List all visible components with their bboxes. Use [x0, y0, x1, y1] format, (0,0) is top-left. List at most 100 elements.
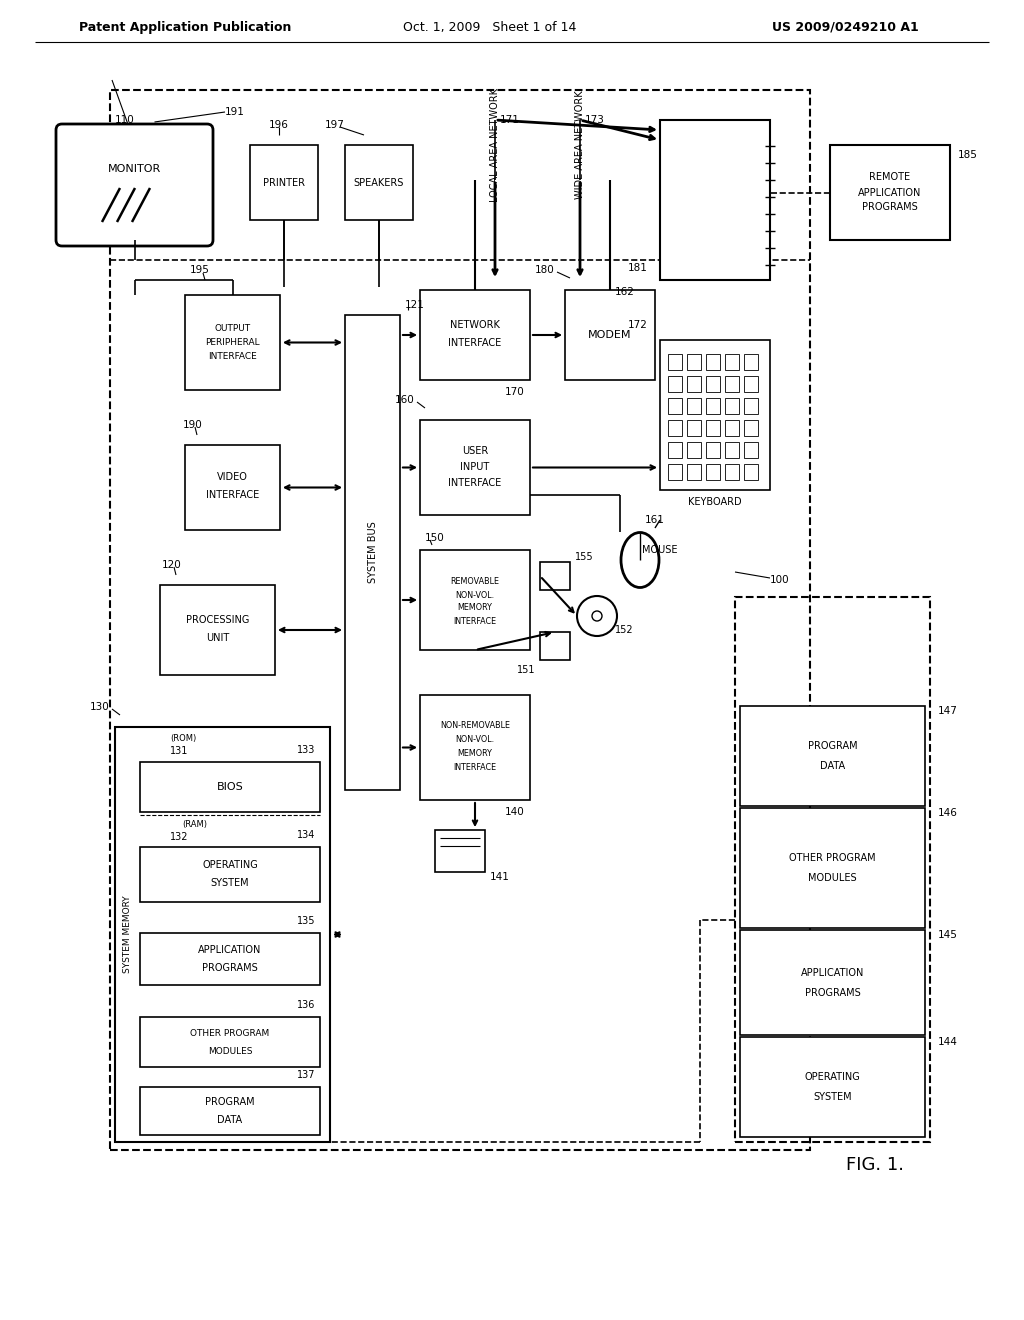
Bar [420, 696, 530, 800]
Text: 181: 181 [628, 263, 648, 273]
Text: Patent Application Publication: Patent Application Publication [79, 21, 291, 33]
Bar [725, 420, 739, 436]
Text: OPERATING: OPERATING [202, 861, 258, 870]
Text: 133: 133 [297, 744, 315, 755]
Text: 141: 141 [490, 873, 510, 882]
Text: APPLICATION: APPLICATION [199, 945, 262, 954]
Text: APPLICATION: APPLICATION [801, 968, 864, 978]
Text: 130: 130 [90, 702, 110, 711]
Text: 191: 191 [225, 107, 245, 117]
Bar [744, 442, 758, 458]
Text: SYSTEM: SYSTEM [813, 1092, 852, 1102]
Text: 121: 121 [406, 300, 425, 310]
Bar [140, 762, 319, 812]
Text: LOCAL AREA NETWORK: LOCAL AREA NETWORK [490, 88, 500, 202]
Bar [744, 354, 758, 370]
Bar [687, 376, 701, 392]
Bar [660, 120, 770, 280]
Text: 172: 172 [628, 319, 648, 330]
Bar [185, 445, 280, 531]
Bar [345, 315, 400, 789]
Text: PROGRAMS: PROGRAMS [862, 202, 918, 213]
Text: 147: 147 [938, 706, 957, 715]
Bar [687, 354, 701, 370]
Text: 146: 146 [938, 808, 957, 818]
Text: MONITOR: MONITOR [108, 164, 161, 173]
Bar [744, 465, 758, 480]
Text: MOUSE: MOUSE [642, 545, 678, 554]
Text: APPLICATION: APPLICATION [858, 187, 922, 198]
Bar [706, 354, 720, 370]
Bar [687, 420, 701, 436]
Text: KEYBOARD: KEYBOARD [688, 498, 741, 507]
Bar [725, 442, 739, 458]
Text: PROGRAMS: PROGRAMS [805, 987, 860, 998]
Text: 131: 131 [170, 746, 188, 756]
Text: INTERFACE: INTERFACE [449, 479, 502, 488]
Bar [250, 145, 318, 220]
Bar [744, 376, 758, 392]
Text: (RAM): (RAM) [182, 820, 208, 829]
Bar [668, 376, 682, 392]
Bar [140, 1016, 319, 1067]
Bar [744, 399, 758, 414]
Text: 161: 161 [645, 515, 665, 525]
Text: SYSTEM: SYSTEM [211, 879, 249, 888]
Text: REMOTE: REMOTE [869, 173, 910, 182]
Bar [565, 290, 655, 380]
Text: DATA: DATA [820, 762, 845, 771]
Text: (ROM): (ROM) [170, 734, 197, 743]
Text: PROCESSING: PROCESSING [185, 615, 249, 624]
Bar [687, 465, 701, 480]
Text: NON-VOL.: NON-VOL. [456, 590, 495, 599]
Bar [345, 145, 413, 220]
Text: US 2009/0249210 A1: US 2009/0249210 A1 [772, 21, 919, 33]
Bar [744, 420, 758, 436]
Text: OTHER PROGRAM: OTHER PROGRAM [190, 1028, 269, 1038]
Text: 135: 135 [297, 916, 315, 927]
Text: 145: 145 [938, 931, 957, 940]
Text: 171: 171 [500, 115, 520, 125]
Bar [725, 399, 739, 414]
Text: 197: 197 [325, 120, 345, 129]
Text: PROGRAM: PROGRAM [205, 1097, 255, 1107]
Bar [420, 550, 530, 649]
Bar [660, 341, 770, 490]
Text: MEMORY: MEMORY [458, 748, 493, 758]
Bar [668, 465, 682, 480]
Bar [140, 1086, 319, 1135]
Text: FIG. 1.: FIG. 1. [846, 1156, 904, 1173]
Text: UNIT: UNIT [206, 634, 229, 643]
Text: 120: 120 [162, 560, 182, 570]
Text: 144: 144 [938, 1038, 957, 1047]
Text: INTERFACE: INTERFACE [206, 491, 259, 500]
Bar [435, 830, 485, 873]
Text: WIDE AREA NETWORK: WIDE AREA NETWORK [575, 91, 585, 199]
Bar [185, 294, 280, 389]
Bar [668, 420, 682, 436]
Bar [540, 562, 570, 590]
Text: INTERFACE: INTERFACE [208, 352, 257, 360]
Text: NETWORK: NETWORK [451, 319, 500, 330]
Bar [687, 399, 701, 414]
Text: SPEAKERS: SPEAKERS [354, 177, 404, 187]
Text: 170: 170 [505, 387, 525, 397]
Bar [160, 585, 275, 675]
FancyBboxPatch shape [56, 124, 213, 246]
Text: INPUT: INPUT [461, 462, 489, 473]
Bar [687, 442, 701, 458]
Text: 150: 150 [425, 533, 444, 543]
Bar [420, 290, 530, 380]
Text: 196: 196 [269, 120, 289, 129]
Bar [735, 597, 930, 1142]
Text: 160: 160 [395, 395, 415, 405]
Bar [668, 354, 682, 370]
Text: BIOS: BIOS [217, 781, 244, 792]
Bar [706, 442, 720, 458]
Text: MODULES: MODULES [808, 873, 857, 883]
Bar [668, 442, 682, 458]
Bar [140, 847, 319, 902]
Text: PROGRAM: PROGRAM [808, 741, 857, 751]
Bar [740, 808, 925, 928]
Text: REMOVABLE: REMOVABLE [451, 578, 500, 586]
